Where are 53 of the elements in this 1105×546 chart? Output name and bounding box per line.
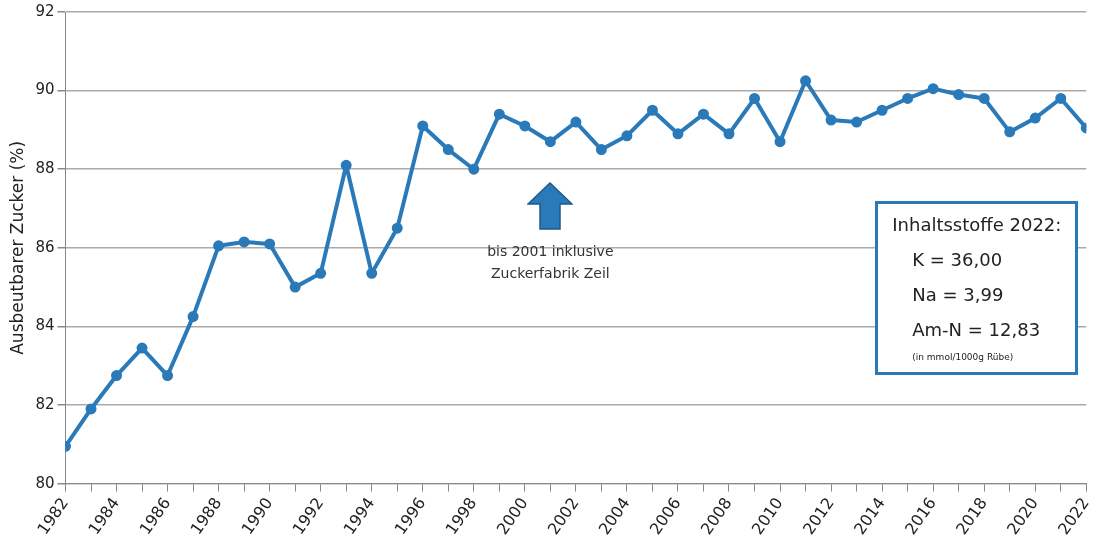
point (1029, 112, 1041, 124)
point (111, 370, 123, 382)
annotation: K = 36,00 (911, 248, 1004, 270)
point (417, 120, 429, 132)
point (927, 83, 939, 95)
y-tick-label: 86 (35, 237, 55, 256)
point (136, 342, 148, 354)
point (953, 89, 965, 101)
point (697, 108, 709, 120)
y-tick-label: 84 (35, 316, 55, 335)
point (876, 104, 888, 116)
point (621, 130, 633, 142)
annotation: Na = 3,99 (911, 283, 1005, 305)
point (1004, 126, 1016, 138)
point (366, 267, 378, 279)
y-axis-title: Ausbeutbarer Zucker (%) (6, 140, 27, 355)
point (978, 92, 990, 104)
y-tick-label: 90 (35, 80, 55, 99)
point (493, 108, 505, 120)
point (1055, 92, 1067, 104)
y-tick-label: 80 (35, 473, 55, 492)
point (289, 281, 301, 293)
annotation: (in mmol/1000g Rübe) (911, 351, 1015, 362)
annotation: Am-N = 12,83 (911, 318, 1042, 340)
y-tick-label: 92 (35, 1, 55, 20)
point (391, 222, 403, 234)
point (238, 236, 250, 248)
point (646, 104, 658, 116)
point (595, 144, 607, 156)
point (187, 311, 199, 323)
point (825, 114, 837, 126)
point (544, 136, 556, 148)
point (902, 92, 914, 104)
point (570, 116, 582, 128)
point (800, 75, 812, 87)
y-tick-label: 82 (35, 394, 55, 413)
point (162, 370, 174, 382)
point (442, 144, 454, 156)
point (85, 403, 97, 415)
point (749, 92, 761, 104)
annotation: Inhaltsstoffe 2022: (892, 213, 1062, 235)
point (213, 240, 225, 252)
point (723, 128, 735, 140)
point (340, 159, 352, 171)
y-tick-label: 88 (35, 159, 55, 178)
point (519, 120, 531, 132)
point (264, 238, 276, 250)
annotation: bis 2001 inklusive Zuckerfabrik Zeil (486, 241, 615, 283)
point (851, 116, 863, 128)
point (672, 128, 684, 140)
point (774, 136, 786, 148)
point (468, 163, 480, 175)
point (315, 267, 327, 279)
